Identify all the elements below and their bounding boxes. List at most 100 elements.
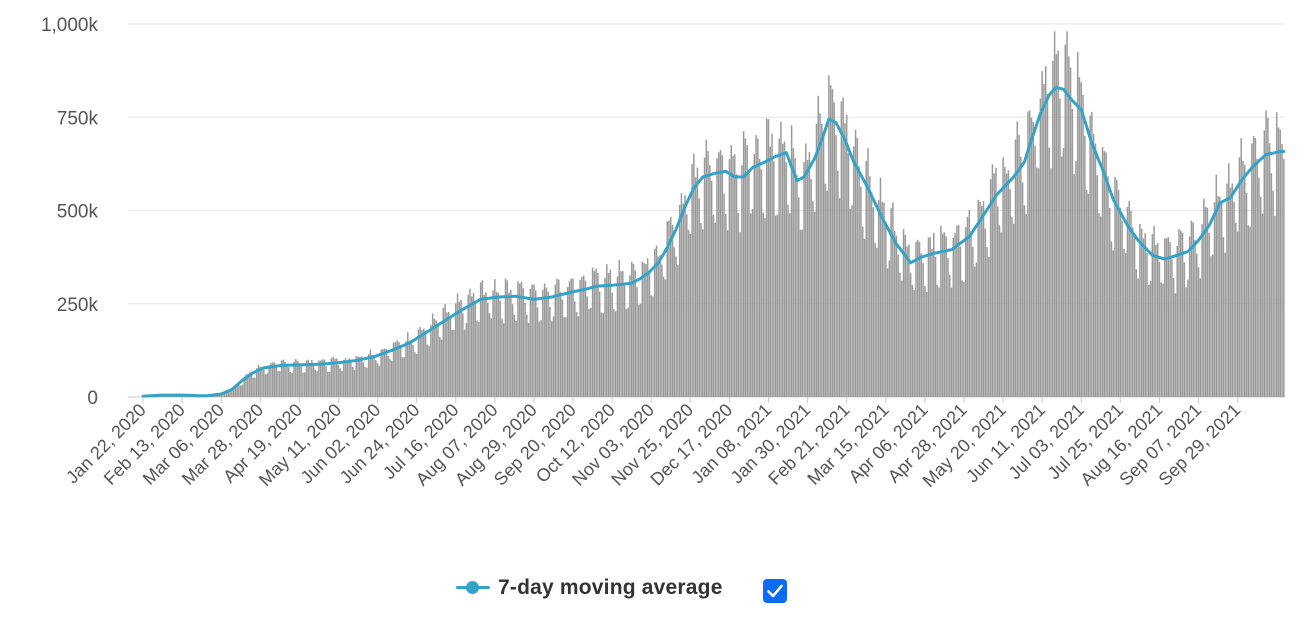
bar [638,304,640,397]
bar [1240,138,1242,398]
bar [625,308,628,397]
bar [769,146,772,397]
bar [883,202,885,397]
bar [860,186,862,397]
bar [549,306,551,397]
bar [707,151,709,397]
bar [1048,147,1051,397]
legend[interactable]: 7-day moving average [456,573,787,603]
bar [831,89,834,397]
bar [248,372,251,397]
bar [760,169,763,397]
bar [1217,196,1219,397]
bar [698,198,700,397]
bar [851,205,853,397]
bar [881,201,883,397]
bar [659,255,661,397]
bar [893,230,896,397]
bar [1018,134,1020,397]
bar [751,209,754,397]
bar [1249,226,1251,397]
bar [423,328,425,397]
bar [518,283,521,397]
bar [543,283,546,397]
bar [1101,147,1104,397]
bar [486,302,489,397]
bar [717,152,720,397]
bar [1128,200,1130,397]
bar [1107,176,1109,397]
bar [1037,168,1040,397]
bar [696,167,699,397]
bar [376,363,379,397]
y-tick-label: 500k [57,202,99,223]
bar [1069,67,1072,397]
bar [586,296,588,397]
bar [732,155,734,397]
bar [1032,121,1035,398]
bar [780,121,782,397]
legend-label[interactable]: 7-day moving average [498,576,723,599]
bar [447,312,450,397]
bar [566,287,569,397]
bar [611,292,613,397]
bar [563,317,565,397]
bar [504,278,507,397]
bar [815,123,818,397]
bar [826,190,828,397]
bar [1268,143,1271,397]
bar [405,341,407,397]
bar [369,349,372,397]
bar [1153,225,1155,397]
bar [234,385,237,397]
bar [229,391,231,397]
bar [792,148,795,397]
bar [1226,183,1228,397]
bar [996,206,999,397]
bar [1224,252,1226,397]
bar [1169,242,1171,397]
bar [931,248,933,397]
bar [300,364,302,397]
bar [378,365,381,397]
bar [472,292,475,397]
bar [417,329,420,397]
bar [991,164,994,397]
bar [467,294,469,397]
bar [1000,232,1003,397]
bar [758,158,761,397]
bar [764,218,766,397]
bar [1222,237,1225,397]
bar [632,263,635,397]
bar [1192,222,1194,397]
bar [1126,207,1129,397]
bar [389,359,391,397]
bar [774,215,777,397]
bar [449,318,452,397]
bar [1199,278,1202,397]
bar [945,236,947,397]
bar [1060,156,1063,397]
bar [410,340,413,397]
bar [817,95,820,398]
bar [899,272,901,397]
bar [726,230,729,397]
bar [273,362,276,397]
bar [757,138,759,397]
bar [702,229,704,397]
bar [870,191,873,397]
bar [670,217,672,397]
bar [1188,236,1191,397]
bar [966,217,969,397]
bar [961,280,963,397]
bar [286,364,288,397]
bar [885,226,887,397]
bar [439,337,441,397]
bar [1087,193,1090,397]
bar [700,223,702,397]
bar [470,296,473,397]
bar [614,311,617,397]
bar [227,392,230,397]
legend-checkbox[interactable] [762,579,787,603]
bar [289,371,292,397]
